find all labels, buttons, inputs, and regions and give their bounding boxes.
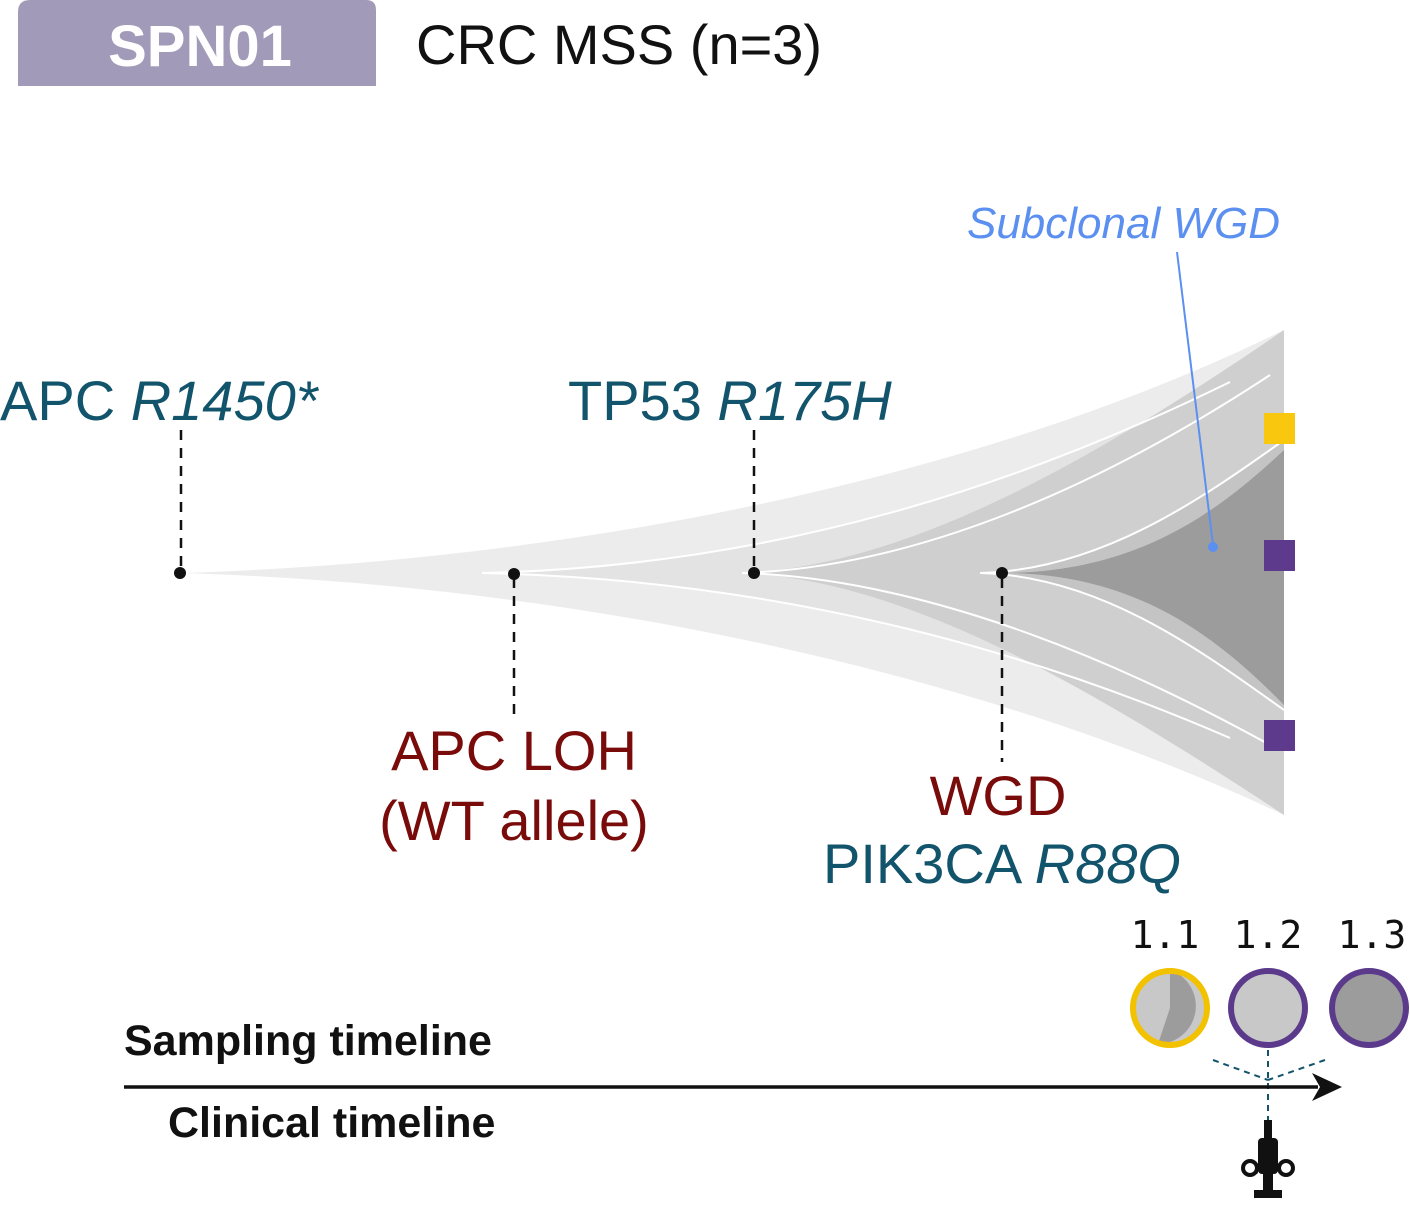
apc-loh-label: APC LOH <box>391 719 637 782</box>
timeline: Sampling timeline Clinical timeline <box>124 1017 1342 1147</box>
clone-boundary <box>741 572 1271 746</box>
sample-1-1-pie <box>1130 968 1210 1048</box>
patient-badge-label: SPN01 <box>108 14 292 79</box>
apc-mutation-label: APC R1450* <box>0 369 320 432</box>
clone-boundary <box>979 572 1285 711</box>
cohort-label: CRC MSS (n=3) <box>416 13 822 76</box>
surgery-syringe-icon <box>1241 1120 1295 1198</box>
sample-1-2-id: 1.2 <box>1234 913 1303 957</box>
subclonal-wgd-label: Subclonal WGD <box>967 199 1280 248</box>
clone-boundary <box>481 572 1231 739</box>
apc-loh-event-dot <box>508 568 520 580</box>
wgd-event-dot <box>996 567 1008 579</box>
timeline-arrowhead <box>1312 1073 1342 1101</box>
patient-badge <box>18 0 376 86</box>
sample-1-1-pie-slice <box>1158 970 1196 1044</box>
sampling-timeline-label: Sampling timeline <box>124 1017 492 1065</box>
clone-subclonal-wgd <box>1005 450 1284 705</box>
subclonal-wgd-callout: Subclonal WGD <box>967 199 1280 552</box>
marker-sample-1-3 <box>1264 720 1295 751</box>
sample-1-2-pie <box>1228 968 1308 1048</box>
sample-ids: 1.1 1.2 1.3 <box>1131 913 1407 957</box>
sample-markers <box>1264 413 1295 751</box>
clone-boundary <box>741 374 1271 574</box>
sample-1-1-id: 1.1 <box>1131 913 1200 957</box>
clone-boundary <box>979 439 1285 574</box>
tp53-event-dot <box>748 567 760 579</box>
sample-timeline-connectors <box>1212 1050 1326 1130</box>
wgd-label: WGD <box>930 764 1067 827</box>
clone-boundary <box>481 381 1231 574</box>
marker-sample-1-1 <box>1264 413 1295 444</box>
tp53-mutation-label: TP53 R175H <box>568 369 892 432</box>
marker-sample-1-2 <box>1264 540 1295 571</box>
header: SPN01 CRC MSS (n=3) <box>18 0 822 86</box>
sample-pies <box>1130 968 1409 1048</box>
event-dots <box>174 567 1008 580</box>
event-connectors <box>179 430 1004 762</box>
sample-1-3-pie <box>1329 968 1409 1048</box>
clinical-timeline-label: Clinical timeline <box>168 1099 495 1147</box>
subclonal-wgd-pointer <box>1176 251 1214 546</box>
apc-event-dot <box>174 567 186 579</box>
subclonal-wgd-dot <box>1208 542 1218 552</box>
apc-loh-wt-allele-label: (WT allele) <box>379 789 649 852</box>
sample-1-3-id: 1.3 <box>1338 913 1407 957</box>
pik3ca-mutation-label: PIK3CA R88Q <box>823 832 1181 895</box>
